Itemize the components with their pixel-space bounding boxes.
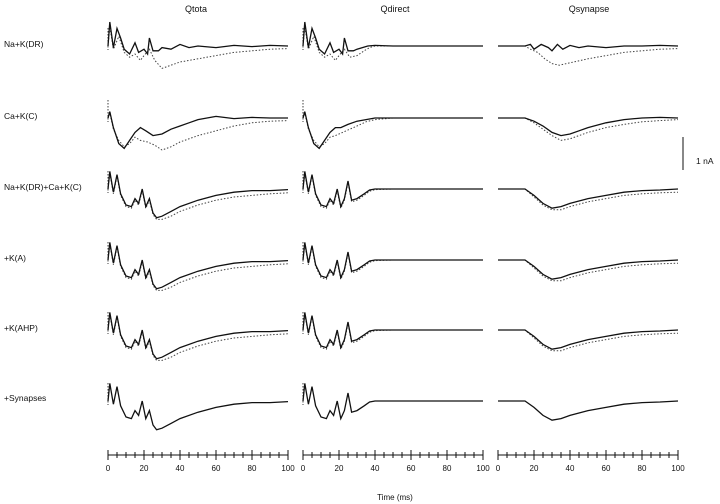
panel-r0-qsynapse [498, 43, 679, 66]
tick-label: 40 [371, 464, 380, 473]
panel-r3-qdirect [302, 242, 483, 281]
trace-panels [107, 21, 679, 431]
time-axes: 0 20 40 60 80 100 0 20 40 60 80 100 0 20 40 60 80 100 [106, 450, 685, 473]
solid-trace [302, 171, 483, 209]
solid-trace [107, 312, 289, 360]
tick-label: 20 [335, 464, 344, 473]
scale-bar-label: 1 nA [696, 156, 714, 166]
solid-trace [302, 111, 483, 150]
dotted-trace [302, 172, 483, 210]
panel-r5-qtota [107, 383, 289, 431]
time-axis-qdirect: 0 20 40 60 80 100 [301, 450, 490, 473]
tick-label: 20 [140, 464, 149, 473]
tick-label: 20 [530, 464, 539, 473]
tick-label: 100 [281, 464, 295, 473]
row-label-na-kdr: Na+K(DR) [4, 39, 44, 49]
panel-r3-qtota [107, 242, 289, 291]
solid-trace [302, 242, 483, 280]
tick-label: 0 [106, 464, 111, 473]
panel-r1-qtota [107, 100, 289, 151]
dotted-trace [107, 243, 289, 291]
solid-trace [302, 21, 483, 56]
tick-label: 60 [602, 464, 611, 473]
panel-r1-qdirect [302, 100, 483, 150]
dotted-trace [498, 117, 679, 141]
solid-trace [107, 171, 289, 219]
panel-r1-qsynapse [498, 116, 679, 141]
tick-label: 80 [638, 464, 647, 473]
tick-label: 100 [476, 464, 490, 473]
tick-label: 60 [407, 464, 416, 473]
dotted-trace [498, 259, 679, 282]
solid-trace [498, 329, 679, 350]
time-axis-qtota: 0 20 40 60 80 100 [106, 450, 295, 473]
panel-r3-qsynapse [498, 259, 679, 282]
panel-r2-qdirect [302, 171, 483, 210]
column-title-qsynapse: Qsynapse [569, 4, 610, 14]
solid-trace [498, 400, 679, 421]
tick-label: 100 [671, 464, 685, 473]
dotted-trace [302, 243, 483, 281]
row-label-kahp: +K(AHP) [4, 323, 38, 333]
column-title-qdirect: Qdirect [380, 4, 410, 14]
solid-trace [107, 21, 289, 56]
tick-label: 0 [301, 464, 306, 473]
dotted-trace [107, 313, 289, 361]
solid-trace [107, 383, 289, 431]
panel-r4-qtota [107, 312, 289, 361]
solid-trace [498, 43, 679, 52]
panel-r2-qtota [107, 171, 289, 220]
solid-trace [302, 312, 483, 350]
dotted-trace [107, 111, 289, 151]
tick-label: 40 [566, 464, 575, 473]
row-label-ka: +K(A) [4, 253, 26, 263]
tick-label: 40 [176, 464, 185, 473]
dotted-trace [498, 188, 679, 211]
panel-r5-qsynapse [498, 400, 679, 421]
tick-label: 60 [212, 464, 221, 473]
panel-r0-qtota [107, 21, 289, 69]
panel-r5-qdirect [302, 383, 483, 421]
solid-trace [498, 188, 679, 209]
panel-r0-qdirect [302, 21, 483, 62]
panel-r2-qsynapse [498, 188, 679, 211]
solid-trace [498, 259, 679, 280]
row-label-ca-kc: Ca+K(C) [4, 111, 37, 121]
row-label-synapses: +Synapses [4, 393, 46, 403]
panel-r4-qdirect [302, 312, 483, 351]
solid-trace [107, 242, 289, 290]
dotted-trace [498, 329, 679, 352]
solid-trace [498, 116, 679, 137]
dotted-trace [498, 45, 679, 66]
tick-label: 80 [443, 464, 452, 473]
dotted-trace [302, 313, 483, 351]
panel-r4-qsynapse [498, 329, 679, 352]
row-label-na-kdr-ca-kc: Na+K(DR)+Ca+K(C) [4, 182, 82, 192]
solid-trace [107, 111, 288, 150]
time-axis-qsynapse: 0 20 40 60 80 100 [496, 450, 685, 473]
solid-trace [302, 383, 483, 421]
dotted-trace [107, 172, 289, 220]
tick-label: 80 [248, 464, 257, 473]
x-axis-title: Time (ms) [377, 493, 413, 502]
tick-label: 0 [496, 464, 501, 473]
dotted-trace [107, 26, 289, 69]
column-title-qtota: Qtota [185, 4, 207, 14]
